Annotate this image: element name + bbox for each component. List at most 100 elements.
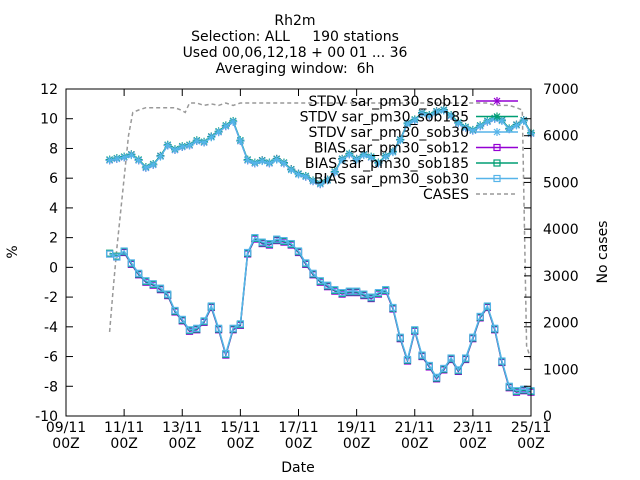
data-point [156, 152, 165, 161]
data-point [323, 281, 332, 289]
data-point [418, 109, 427, 118]
data-point [512, 387, 521, 395]
y2-tick-label: 7000 [543, 82, 579, 98]
y-axis: -10 -8 -6 -4 -2 0 2 4 6 8 10 12 [35, 82, 531, 425]
x-tick-label-hour: 00Z [227, 436, 254, 452]
data-point [112, 154, 121, 163]
x-tick-label-hour: 00Z [517, 436, 544, 452]
data-point [483, 117, 492, 126]
y2-tick-label: 2000 [543, 316, 579, 332]
legend-marker [493, 112, 501, 121]
series-layer [105, 102, 535, 396]
data-point [178, 142, 187, 151]
series-line-cases [108, 102, 532, 361]
x-tick-label-date: 15/11 [220, 420, 260, 436]
x-tick-label-date: 21/11 [395, 420, 435, 436]
data-point [221, 122, 230, 131]
data-point [243, 156, 252, 165]
data-point [287, 166, 296, 175]
data-point [338, 155, 347, 164]
data-point [207, 133, 216, 142]
data-point [105, 156, 114, 165]
data-point [381, 152, 390, 161]
data-point [229, 117, 238, 126]
data-point [272, 155, 281, 164]
y-axis-label: % [5, 245, 21, 258]
data-point [403, 119, 412, 128]
y2-tick-label: 4000 [543, 222, 579, 238]
data-point [135, 269, 143, 277]
data-point [418, 351, 426, 359]
data-point [468, 126, 477, 135]
data-point [440, 364, 448, 373]
data-point [345, 150, 354, 159]
data-point [273, 235, 281, 243]
data-point [163, 141, 172, 150]
data-point [396, 136, 405, 145]
legend-marker [493, 159, 501, 167]
legend-label: CASES [423, 187, 469, 203]
data-point [170, 145, 179, 154]
x-tick-label-date: 19/11 [336, 420, 376, 436]
data-point [476, 122, 485, 131]
legend-entry: STDV sar_pm30_sob12 [308, 94, 518, 110]
data-point [279, 159, 288, 168]
data-point [113, 253, 121, 261]
data-point [454, 119, 463, 128]
legend-label: BIAS sar_pm30_sob30 [314, 172, 469, 188]
y-tick-label: 8 [49, 141, 58, 157]
data-point [345, 287, 353, 295]
x-tick-label-date: 17/11 [278, 420, 318, 436]
y-tick-label: -2 [44, 290, 58, 306]
data-point [403, 355, 412, 364]
data-point [505, 382, 513, 390]
data-point [149, 280, 157, 288]
data-point [483, 302, 492, 310]
y2-axis-label: No cases [595, 221, 611, 284]
data-point [410, 116, 419, 125]
data-point [222, 349, 230, 358]
data-point [359, 151, 368, 160]
y2-tick-label: 5000 [543, 175, 579, 191]
data-point [447, 111, 456, 120]
y2-tick-label: 6000 [543, 129, 579, 145]
data-point [352, 155, 361, 164]
y2-tick-label: 3000 [543, 269, 579, 285]
legend-marker [493, 97, 501, 105]
y-tick-label: 6 [49, 171, 58, 187]
y2-axis: 0 1000 2000 3000 4000 5000 6000 7000 [524, 82, 579, 425]
data-point [142, 277, 150, 285]
data-point [294, 247, 303, 255]
data-point [265, 239, 274, 248]
data-point [338, 289, 346, 297]
data-point [316, 180, 325, 189]
data-point [200, 317, 208, 325]
data-point [229, 324, 237, 332]
y-tick-label: -6 [44, 350, 58, 366]
data-point [127, 259, 135, 267]
data-point [185, 326, 194, 334]
data-point [505, 125, 514, 134]
series-5 [105, 234, 535, 395]
legend-entry: BIAS sar_pm30_sob12 [314, 141, 518, 157]
data-point [251, 234, 259, 242]
data-point [367, 153, 376, 162]
legend-entry: BIAS sar_pm30_sob30 [314, 172, 518, 188]
data-point [520, 385, 528, 393]
x-tick-label-date: 25/11 [511, 420, 551, 436]
x-tick-label-hour: 00Z [52, 436, 79, 452]
data-point [134, 156, 143, 165]
data-point [323, 176, 332, 185]
data-point [353, 287, 361, 295]
data-point [156, 284, 165, 292]
x-tick-label-date: 09/11 [46, 420, 86, 436]
data-point [214, 128, 223, 137]
data-point [149, 160, 158, 169]
data-point [454, 366, 462, 374]
x-tick-label-date: 11/11 [104, 420, 144, 436]
data-point [193, 324, 201, 332]
legend-entry: STDV sar_pm30_sob185 [300, 110, 518, 126]
data-point [498, 357, 506, 365]
